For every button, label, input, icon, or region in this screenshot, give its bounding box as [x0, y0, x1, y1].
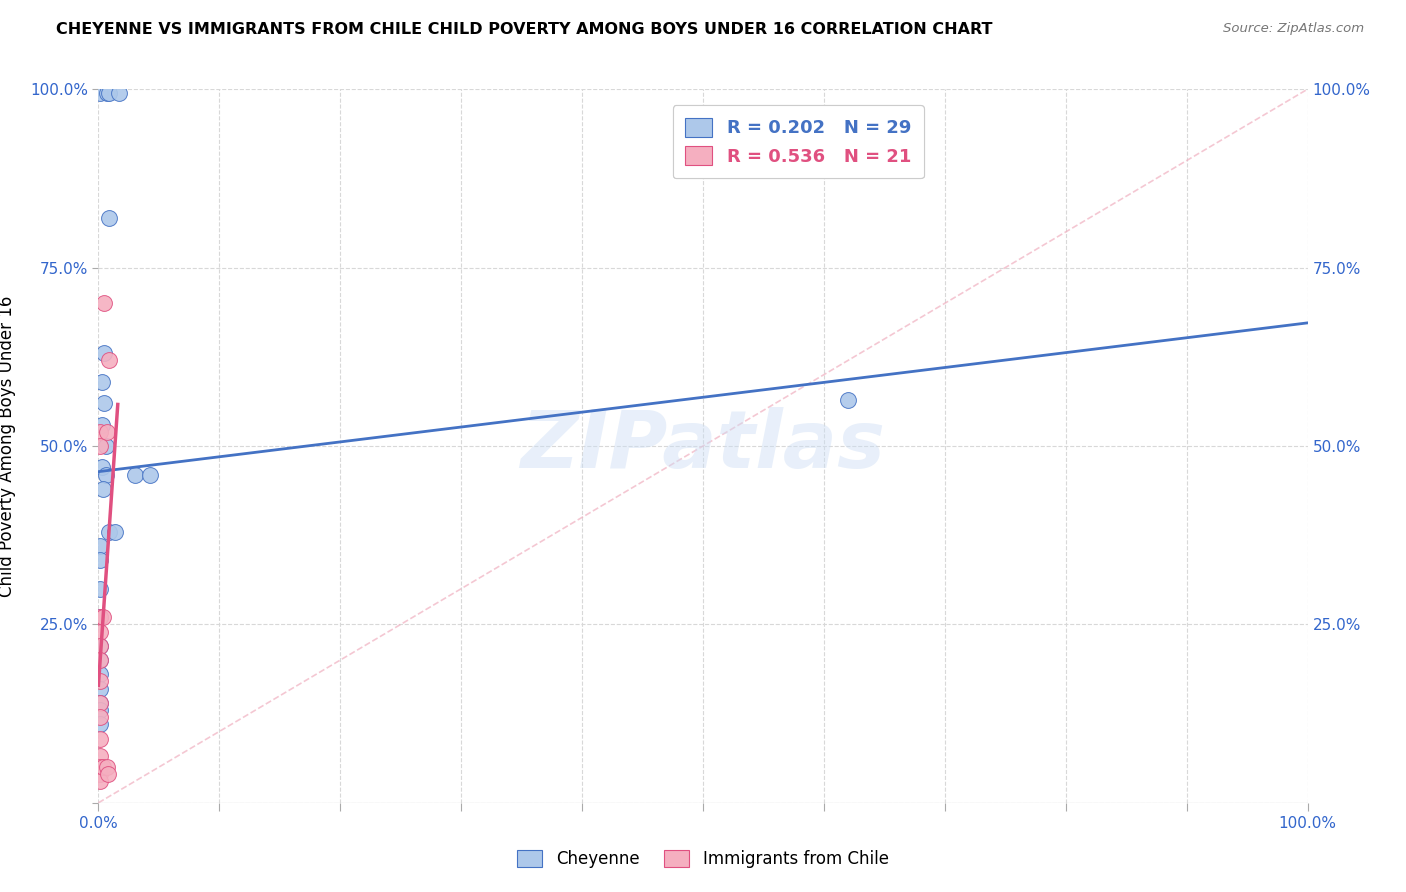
Point — [89, 696, 111, 710]
Point — [89, 653, 111, 667]
Point — [91, 417, 114, 432]
Point — [89, 674, 111, 689]
Point — [98, 86, 121, 100]
Point — [89, 703, 111, 717]
Point — [89, 624, 111, 639]
Point — [91, 375, 114, 389]
Point — [96, 760, 118, 774]
Point — [89, 774, 111, 789]
Point — [91, 460, 114, 475]
Point — [124, 467, 146, 482]
Point — [104, 524, 127, 539]
Point — [89, 760, 111, 774]
Point — [89, 639, 111, 653]
Point — [94, 439, 117, 453]
Point — [91, 482, 114, 496]
Point — [89, 439, 111, 453]
Point — [94, 467, 117, 482]
Point — [89, 667, 111, 681]
Point — [89, 610, 111, 624]
Point — [91, 610, 114, 624]
Point — [89, 86, 111, 100]
Text: CHEYENNE VS IMMIGRANTS FROM CHILE CHILD POVERTY AMONG BOYS UNDER 16 CORRELATION : CHEYENNE VS IMMIGRANTS FROM CHILE CHILD … — [56, 22, 993, 37]
Y-axis label: Child Poverty Among Boys Under 16: Child Poverty Among Boys Under 16 — [0, 295, 15, 597]
Point — [89, 681, 111, 696]
Point — [89, 553, 111, 567]
Point — [93, 396, 115, 410]
Point — [837, 392, 859, 407]
Text: ZIPatlas: ZIPatlas — [520, 407, 886, 485]
Legend: Cheyenne, Immigrants from Chile: Cheyenne, Immigrants from Chile — [510, 843, 896, 875]
Point — [89, 696, 111, 710]
Text: Source: ZipAtlas.com: Source: ZipAtlas.com — [1223, 22, 1364, 36]
Legend: R = 0.202   N = 29, R = 0.536   N = 21: R = 0.202 N = 29, R = 0.536 N = 21 — [672, 105, 924, 178]
Point — [93, 296, 115, 310]
Point — [96, 425, 118, 439]
Point — [108, 86, 131, 100]
Point — [93, 346, 115, 360]
Point — [98, 211, 121, 225]
Point — [98, 353, 121, 368]
Point — [91, 760, 114, 774]
Point — [89, 582, 111, 596]
Point — [89, 749, 111, 764]
Point — [89, 717, 111, 731]
Point — [89, 610, 111, 624]
Point — [97, 767, 120, 781]
Point — [139, 467, 162, 482]
Point — [89, 710, 111, 724]
Point — [89, 731, 111, 746]
Point — [96, 86, 118, 100]
Point — [89, 539, 111, 553]
Point — [89, 639, 111, 653]
Point — [98, 524, 121, 539]
Point — [89, 653, 111, 667]
Point — [89, 425, 111, 439]
Point — [89, 767, 111, 781]
